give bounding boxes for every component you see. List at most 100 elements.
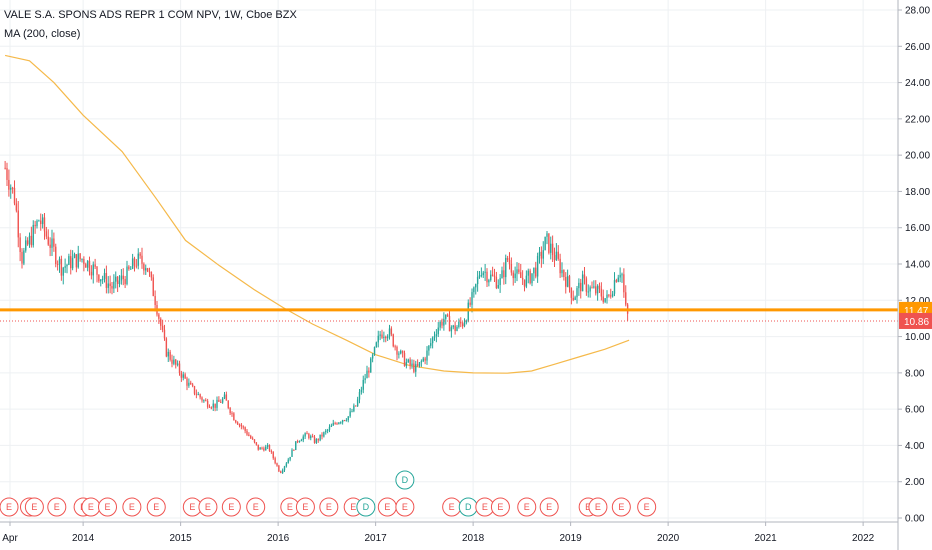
candle-body [446, 314, 449, 317]
candle-body [158, 314, 160, 319]
candle-body [370, 358, 372, 373]
time-tick-label: 2022 [852, 533, 875, 544]
candle-body [116, 276, 119, 285]
candle-body [15, 203, 18, 211]
candle-body [300, 440, 303, 442]
candle-body [70, 256, 72, 269]
candle-body [205, 400, 207, 402]
candle-body [218, 399, 220, 402]
candle-body [124, 279, 126, 285]
earnings-marker[interactable]: E [246, 497, 266, 517]
earnings-circle [0, 497, 19, 517]
candle-body [195, 393, 198, 395]
earnings-circle [295, 497, 315, 517]
candle-body [221, 398, 224, 403]
dividend-marker[interactable]: D [356, 497, 376, 517]
earnings-marker[interactable]: E [490, 497, 510, 517]
earnings-marker[interactable]: E [442, 497, 462, 517]
time-tick-label: Apr [2, 533, 18, 544]
earnings-marker[interactable]: E [47, 497, 67, 517]
earnings-marker[interactable]: E [0, 497, 19, 517]
candle-body [392, 334, 394, 347]
candle-body [49, 244, 51, 248]
candle-body [191, 384, 194, 387]
candle-body [13, 187, 16, 204]
candle-body [145, 268, 147, 271]
candle-body [448, 316, 451, 332]
earnings-marker[interactable]: E [377, 497, 397, 517]
candle-body [278, 465, 280, 472]
candle-body [135, 265, 138, 267]
candle-body [304, 433, 306, 437]
earnings-circle [98, 497, 117, 517]
event-label: E [189, 502, 195, 512]
candle-body [506, 257, 509, 260]
earnings-marker[interactable]: E [198, 497, 218, 517]
candle-body [525, 275, 528, 287]
dividend-marker[interactable]: D [395, 470, 415, 490]
earnings-marker[interactable]: E [98, 497, 117, 517]
candle-body [360, 389, 363, 393]
candle-body [587, 291, 589, 293]
candle-body [225, 394, 228, 401]
earnings-marker[interactable]: E [295, 497, 315, 517]
earnings-marker[interactable]: E [539, 497, 559, 517]
indicator-legend[interactable]: MA (200, close) [4, 28, 81, 40]
candle-body [613, 280, 616, 294]
candle-body [611, 293, 614, 297]
candle-body [602, 296, 604, 302]
candle-body [471, 292, 473, 305]
candle-body [593, 286, 595, 288]
candle-body [325, 430, 327, 433]
candle-body [32, 224, 34, 246]
candle-body [150, 272, 153, 278]
dividend-marker[interactable]: D [458, 497, 478, 517]
candle-body [349, 411, 351, 417]
price-tick-label: 16.00 [905, 223, 930, 234]
earnings-marker[interactable]: E [81, 497, 101, 517]
candle-body [508, 259, 511, 265]
candle-body [66, 264, 68, 267]
candle-body [512, 272, 514, 279]
candle-body [139, 253, 141, 256]
candle-body [493, 275, 496, 277]
candle-body [83, 258, 85, 265]
candle-body [430, 343, 432, 346]
candle-body [169, 351, 171, 360]
candle-body [565, 276, 567, 287]
earnings-marker[interactable]: E [24, 497, 44, 517]
earnings-marker[interactable]: E [221, 497, 241, 517]
candle-body [287, 459, 289, 464]
earnings-marker[interactable]: E [517, 497, 537, 517]
price-axis[interactable]: 28.00 26.00 24.00 22.00 20.00 18.00 16.00 14.00… [897, 0, 932, 550]
earnings-marker[interactable]: E [395, 497, 415, 517]
earnings-marker[interactable]: E [588, 497, 608, 517]
earnings-circle [198, 497, 218, 517]
earnings-circle [221, 497, 241, 517]
earnings-marker[interactable]: E [122, 497, 142, 517]
candle-body [251, 438, 254, 440]
event-label: E [31, 502, 37, 512]
candle-body [311, 436, 314, 438]
candle-body [266, 445, 269, 447]
candle-body [482, 272, 484, 276]
earnings-marker[interactable]: E [637, 497, 657, 517]
candle-body [340, 422, 342, 424]
time-axis[interactable]: Apr 2014 2015 2016 2017 2018 2019 2020 2021 2022 [0, 521, 898, 544]
candle-body [58, 258, 61, 265]
candle-body [109, 283, 111, 287]
event-label: E [449, 502, 455, 512]
candle-body [366, 370, 368, 379]
event-label: E [205, 502, 211, 512]
earnings-marker[interactable]: E [611, 497, 631, 517]
earnings-marker[interactable]: E [146, 497, 166, 517]
candle-body [407, 359, 409, 363]
candle-body [319, 434, 321, 441]
candle-body [619, 274, 621, 278]
candle-body [259, 447, 261, 450]
earnings-circle [395, 497, 415, 517]
candle-body [184, 374, 186, 379]
candle-body [229, 407, 231, 414]
earnings-marker[interactable]: E [319, 497, 339, 517]
